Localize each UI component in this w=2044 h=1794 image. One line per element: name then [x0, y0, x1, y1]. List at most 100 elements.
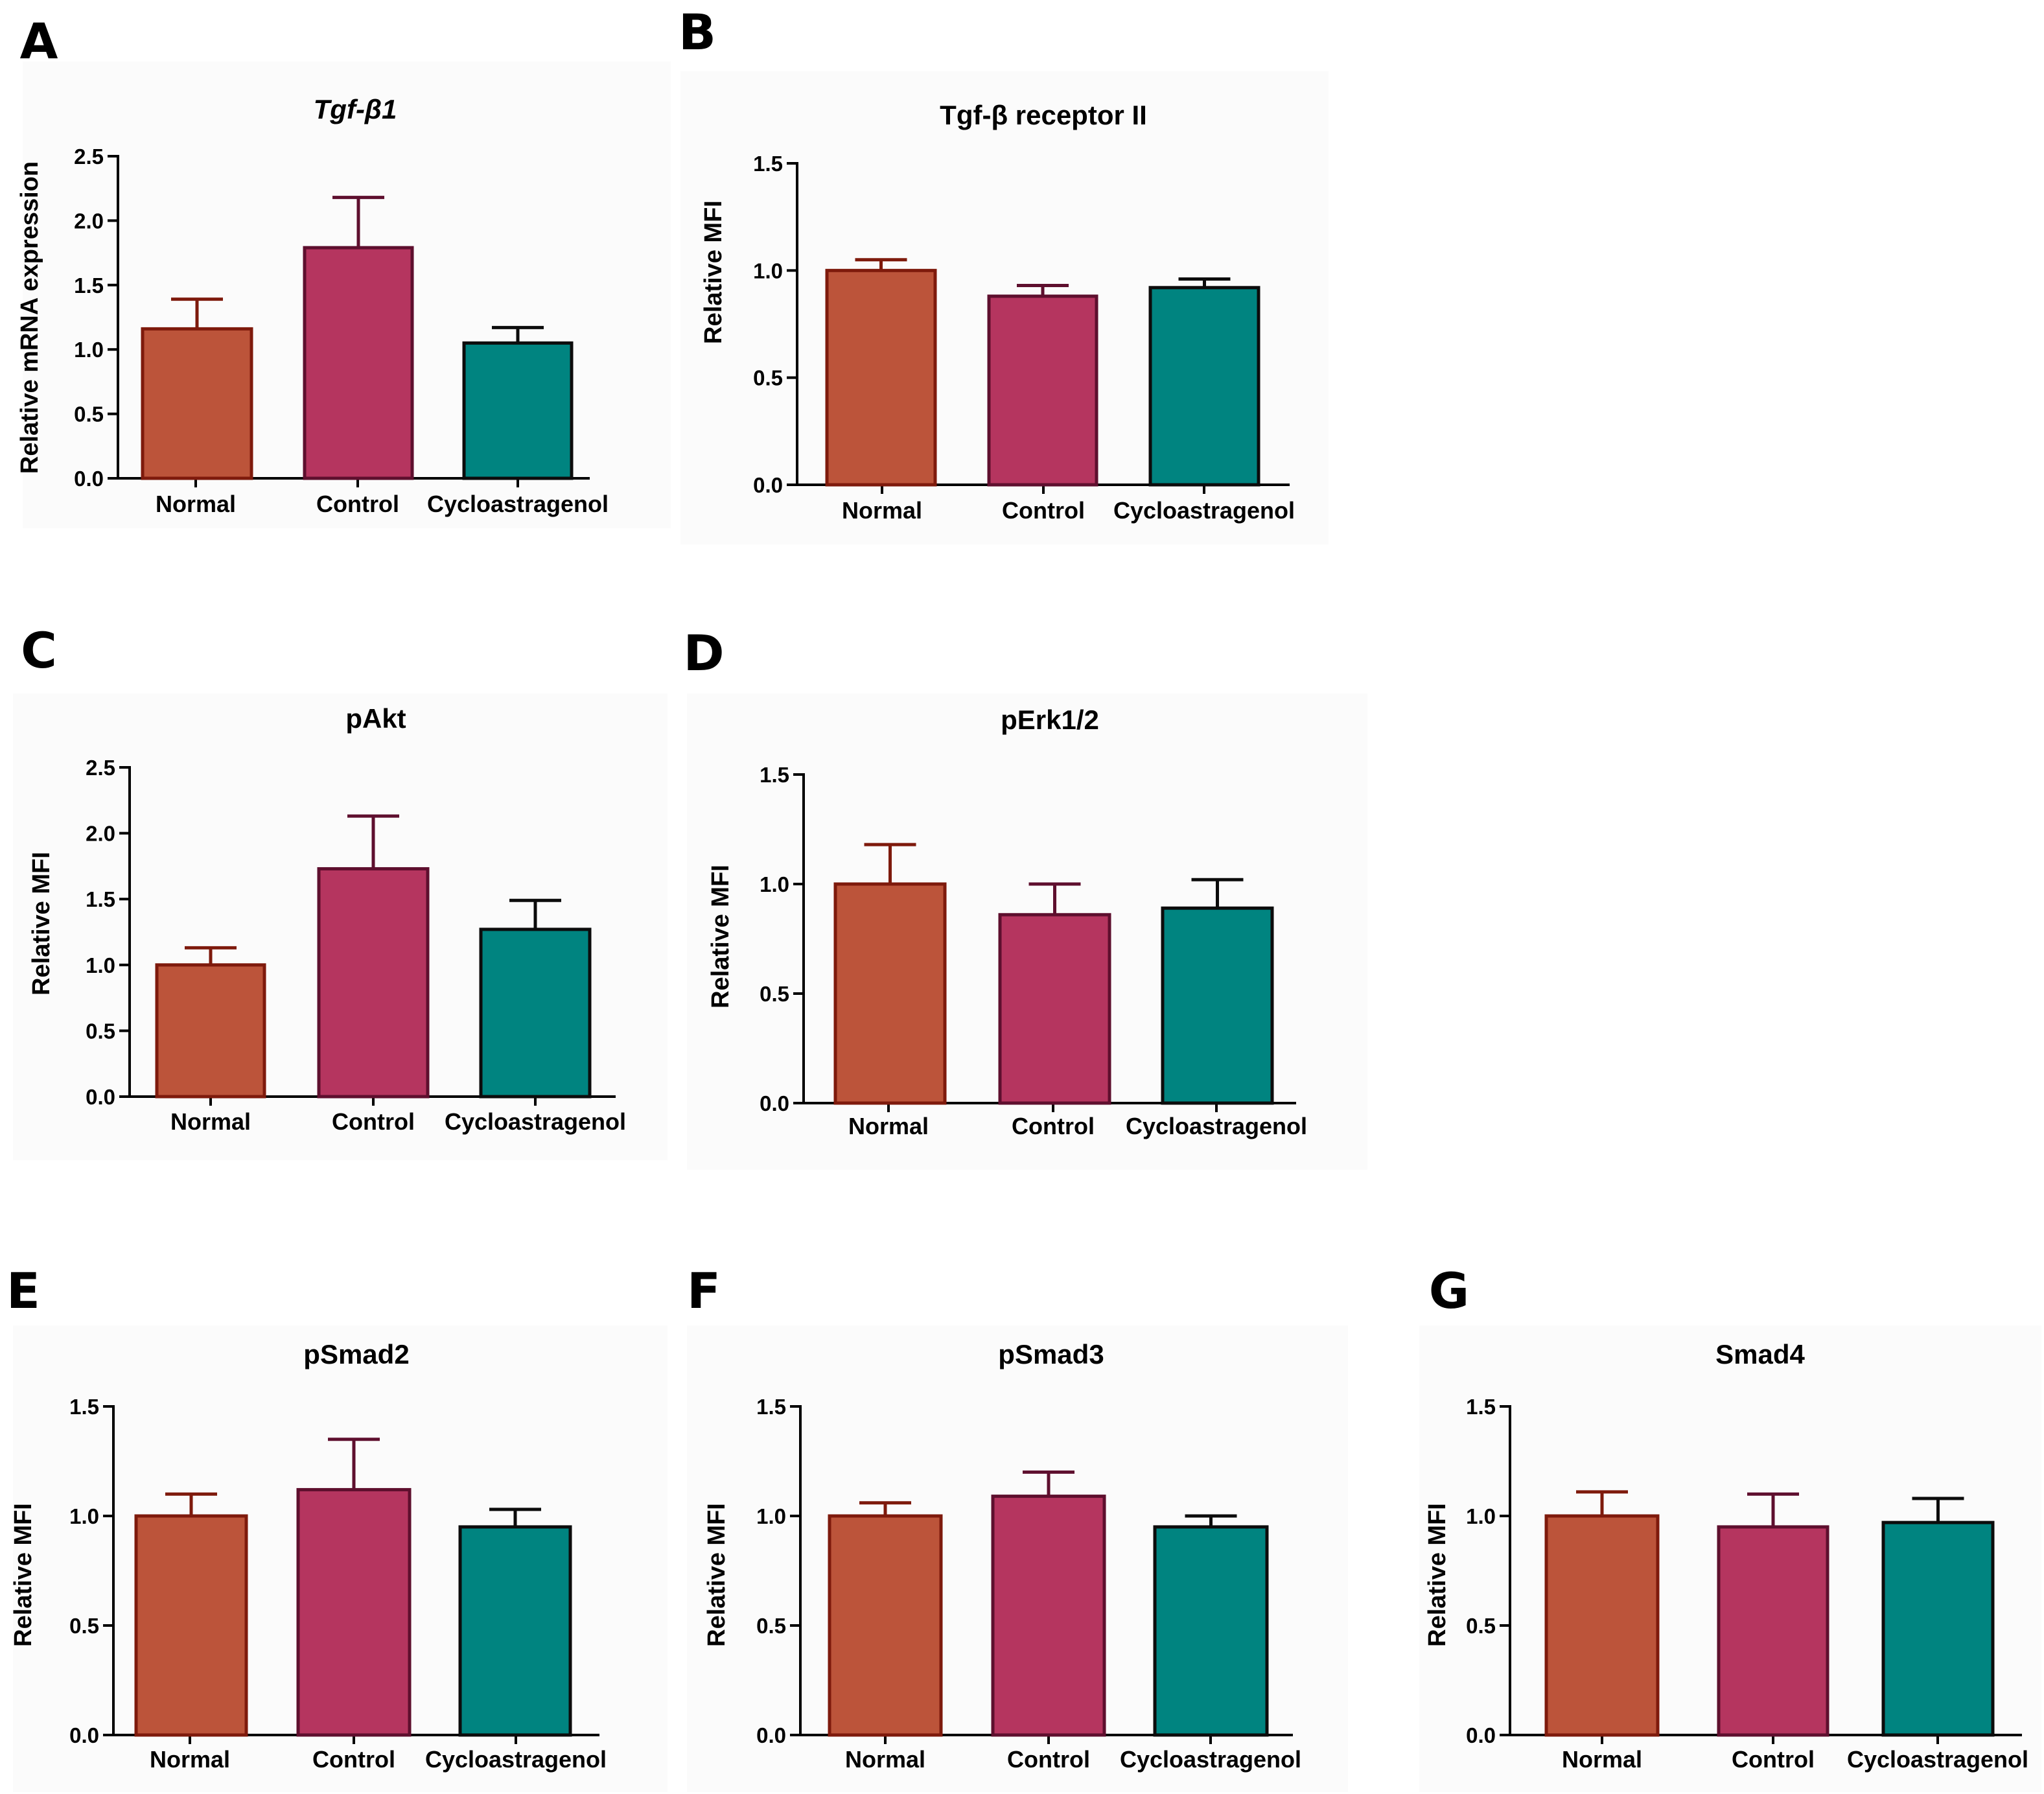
- y-tick-label: 1.0: [86, 953, 115, 977]
- y-tick-label: 0.5: [756, 1614, 786, 1638]
- y-tick-label: 0.0: [74, 467, 104, 491]
- y-tick-label: 1.5: [756, 1395, 786, 1419]
- panel-letter: G: [1429, 1262, 1469, 1320]
- chart-title: Tgf-β receptor II: [940, 100, 1147, 130]
- y-tick-label: 0.5: [69, 1614, 99, 1638]
- y-tick-label: 0.0: [756, 1723, 786, 1747]
- y-tick-label: 1.5: [86, 887, 115, 911]
- y-tick-label: 0.0: [753, 473, 783, 497]
- bar-normal: [828, 1514, 943, 1737]
- x-category-label: Cycloastragenol: [1126, 1113, 1307, 1139]
- y-tick-label: 1.0: [1466, 1504, 1496, 1528]
- x-category-label: Normal: [845, 1746, 925, 1773]
- bar-cycloastragenol: [1153, 1525, 1269, 1737]
- panel-letter: E: [6, 1262, 40, 1320]
- x-category-label: Control: [1007, 1746, 1090, 1773]
- y-tick-label: 1.5: [760, 763, 789, 787]
- bar-control: [991, 1495, 1106, 1737]
- y-tick-label: 1.0: [69, 1504, 99, 1528]
- y-tick-label: 2.0: [74, 209, 104, 233]
- y-tick-label: 1.0: [753, 259, 783, 283]
- x-category-label: Cycloastragenol: [427, 491, 609, 517]
- panel-letter: C: [21, 622, 57, 679]
- panel-letter: B: [679, 3, 716, 61]
- bar-normal: [141, 327, 253, 480]
- y-axis-label: Relative MFI: [703, 1503, 730, 1647]
- bar-normal: [134, 1514, 248, 1737]
- y-tick-label: 1.0: [760, 872, 789, 896]
- bar-control: [998, 913, 1111, 1105]
- y-axis-label: Relative MFI: [28, 852, 55, 996]
- bar-control: [296, 1487, 412, 1737]
- y-tick-label: 1.5: [74, 274, 104, 297]
- bar-cycloastragenol: [479, 927, 592, 1099]
- y-tick-label: 1.0: [756, 1504, 786, 1528]
- x-category-label: Normal: [156, 491, 236, 517]
- bar-control: [317, 867, 430, 1099]
- x-category-label: Control: [1012, 1113, 1095, 1139]
- x-category-label: Normal: [170, 1108, 251, 1135]
- bar-normal: [825, 268, 937, 487]
- y-tick-label: 2.0: [86, 822, 115, 846]
- y-tick-label: 0.0: [760, 1091, 789, 1115]
- x-category-label: Normal: [842, 497, 922, 524]
- y-tick-label: 2.5: [74, 145, 104, 169]
- x-category-label: Cycloastragenol: [445, 1108, 626, 1135]
- bar-normal: [833, 882, 947, 1105]
- y-tick-label: 0.5: [86, 1019, 115, 1043]
- y-tick-label: 1.5: [753, 152, 783, 176]
- y-axis-label: Relative MFI: [700, 200, 727, 344]
- y-tick-label: 0.5: [753, 366, 783, 390]
- chart-panel-a: A Tgf-β1 Relative mRNA expression 0.0 0.5 1.0…: [16, 12, 671, 528]
- bar-cycloastragenol: [1161, 906, 1274, 1105]
- y-axis-label: Relative mRNA expression: [16, 161, 43, 474]
- chart-title: pErk1/2: [1001, 705, 1099, 735]
- y-tick-label: 0.0: [86, 1085, 115, 1109]
- chart-panel-b: B Tgf-β receptor II Relative MFI 0.0 0.5 1.0 1…: [679, 3, 1329, 544]
- bar-cycloastragenol: [1881, 1520, 1995, 1737]
- x-category-label: Cycloastragenol: [1847, 1746, 2028, 1773]
- y-tick-label: 1.5: [69, 1395, 99, 1419]
- y-tick-label: 2.5: [86, 756, 115, 780]
- chart-title: pAkt: [345, 703, 406, 734]
- y-tick-label: 1.5: [1466, 1395, 1496, 1419]
- bar-control: [987, 294, 1098, 487]
- bar-normal: [155, 963, 266, 1099]
- bar-normal: [1544, 1514, 1660, 1737]
- x-category-label: Cycloastragenol: [1113, 497, 1295, 524]
- x-category-label: Control: [332, 1108, 415, 1135]
- x-category-label: Cycloastragenol: [1120, 1746, 1301, 1773]
- chart-panel-g: G Smad4 Relative MFI 0.0 0.5 1.0 1.5 Normal Cont…: [1419, 1262, 2041, 1792]
- x-category-label: Control: [312, 1746, 395, 1773]
- y-tick-label: 0.5: [74, 402, 104, 426]
- y-tick-label: 0.0: [1466, 1723, 1496, 1747]
- x-category-label: Control: [1002, 497, 1085, 524]
- x-category-label: Normal: [1562, 1746, 1642, 1773]
- bar-cycloastragenol: [458, 1525, 572, 1737]
- x-category-label: Normal: [848, 1113, 929, 1139]
- y-tick-label: 0.5: [760, 982, 789, 1006]
- bar-control: [1717, 1525, 1829, 1737]
- y-tick-label: 0.5: [1466, 1614, 1496, 1638]
- y-axis-label: Relative MFI: [1424, 1503, 1451, 1647]
- chart-title: Smad4: [1715, 1339, 1805, 1369]
- y-tick-label: 0.0: [69, 1723, 99, 1747]
- bar-control: [303, 246, 414, 480]
- chart-title: pSmad3: [998, 1339, 1104, 1369]
- y-axis-label: Relative MFI: [10, 1503, 37, 1647]
- bar-cycloastragenol: [462, 341, 574, 480]
- panel-letter: A: [20, 12, 58, 70]
- x-category-label: Control: [1732, 1746, 1815, 1773]
- x-category-label: Normal: [150, 1746, 230, 1773]
- bar-cycloastragenol: [1148, 286, 1260, 487]
- y-tick-label: 1.0: [74, 338, 104, 362]
- panel-letter: D: [683, 624, 724, 682]
- x-category-label: Cycloastragenol: [425, 1746, 607, 1773]
- y-axis-label: Relative MFI: [707, 865, 734, 1008]
- panel-letter: F: [687, 1262, 721, 1320]
